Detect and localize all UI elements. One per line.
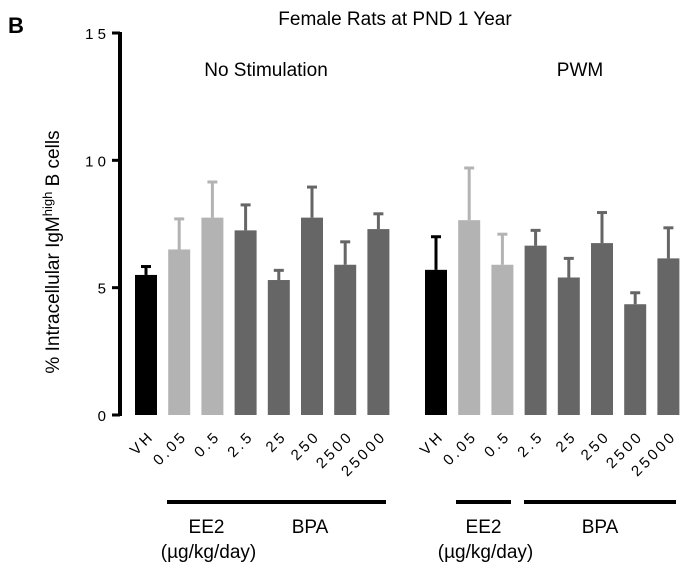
y-tick-label: 1 0 [85,153,106,170]
x-tick-label: 25 [263,428,291,456]
y-axis-label: % Intracellular IgMhigh B cells [40,130,64,373]
bar [301,217,323,415]
bars [135,166,680,415]
bar [591,243,613,415]
panel-label: B [8,13,24,38]
group-label-no-stimulation: No Stimulation [204,60,328,81]
bracket-label-ee2: EE2 [189,517,225,538]
x-tick-label: 0.5 [481,428,514,461]
bracket-label-bpa: BPA [582,517,619,538]
bracket-label-bpa: BPA [292,517,329,538]
bar [267,280,290,415]
bar [201,217,224,415]
treatment-brackets: EE2 BPA (µg/kg/day) EE2 BPA (µg/kg/day) [161,500,676,563]
x-tick-label: 0.05 [440,428,481,469]
bar [367,229,390,415]
bar [135,274,157,415]
y-tick-label: 1 5 [85,26,106,43]
bar [491,264,514,415]
bar [557,277,580,415]
x-tick-label: 2.5 [514,428,547,461]
bar [425,269,447,415]
y-axis-label-superscript: high [40,192,55,217]
y-tick-label: 0 [98,408,106,425]
x-tick-label: 0.5 [191,428,224,461]
bar [624,304,647,415]
group-label-pwm: PWM [557,60,603,81]
bar [657,258,680,415]
bracket-label-ee2: EE2 [466,517,502,538]
x-tick-label: 25 [553,428,581,456]
y-tick-label: 5 [98,281,106,298]
bar [458,220,481,415]
bar [334,264,357,415]
y-axis-label-main: % Intracellular IgM [43,216,64,373]
bar [168,249,191,415]
bracket-sublabel-units: (µg/kg/day) [438,542,533,563]
chart-title: Female Rats at PND 1 Year [278,9,512,30]
bracket-sublabel-units: (µg/kg/day) [161,542,256,563]
bar [234,230,257,415]
y-axis-label-tail: B cells [43,130,64,191]
bar [524,245,547,415]
x-tick-label: 2.5 [224,428,257,461]
x-tick-label: 0.05 [150,428,191,469]
y-axis: 0 5 1 0 1 5 [85,26,122,425]
